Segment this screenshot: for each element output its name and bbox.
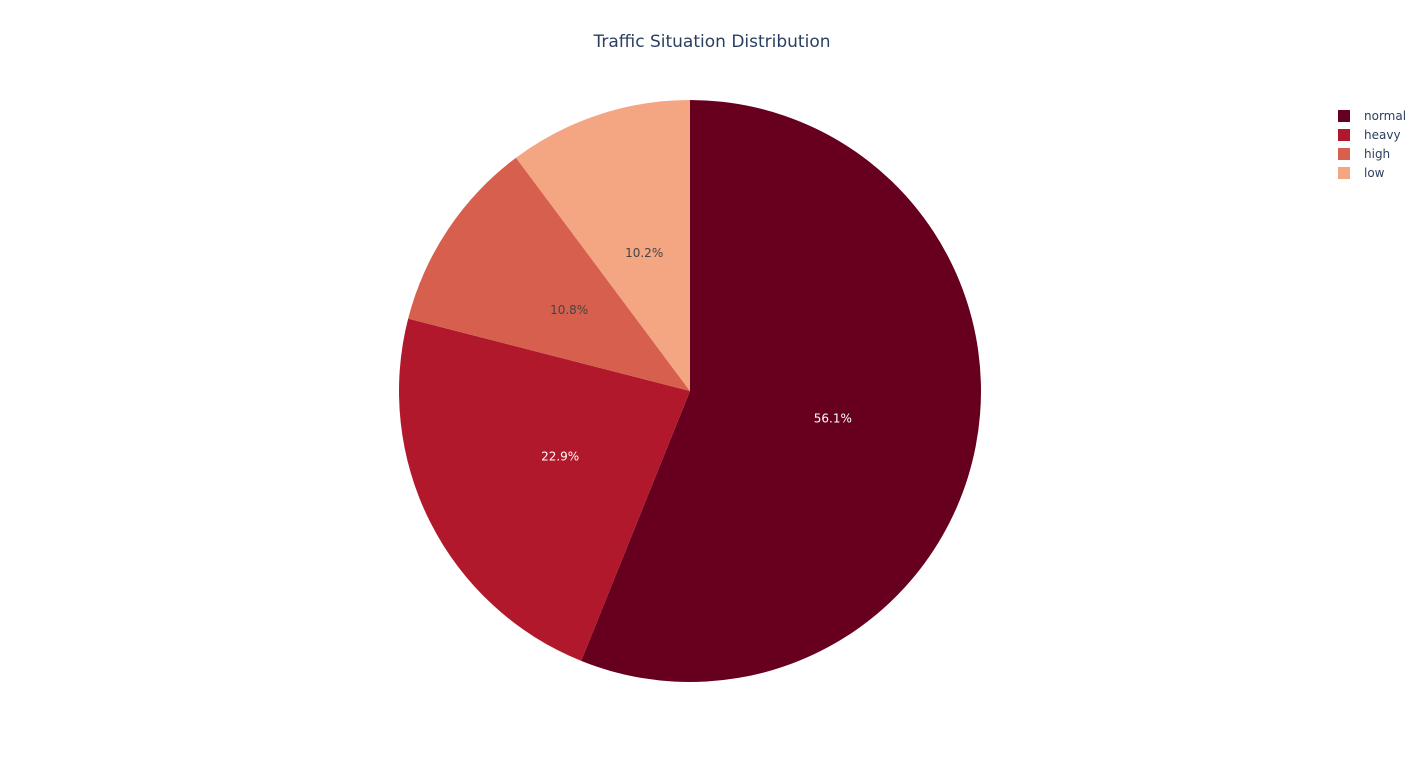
legend-label-normal: normal (1364, 108, 1407, 123)
legend-item-low[interactable]: low (1338, 163, 1406, 182)
legend-item-heavy[interactable]: heavy (1338, 125, 1406, 144)
pie-slice-low[interactable] (516, 100, 690, 391)
legend-swatch-low (1338, 166, 1350, 179)
legend-item-normal[interactable]: normal (1338, 106, 1406, 125)
legend: normal heavy high low (1338, 106, 1406, 182)
slice-label-high: 10.8% (550, 303, 588, 317)
legend-item-high[interactable]: high (1338, 144, 1406, 163)
legend-label-low: low (1364, 165, 1385, 180)
slice-label-normal: 56.1% (814, 412, 852, 426)
slice-label-heavy: 22.9% (541, 450, 579, 464)
slice-label-low: 10.2% (625, 246, 663, 260)
legend-swatch-heavy (1338, 128, 1350, 141)
pie-slice-high[interactable] (408, 157, 690, 391)
legend-swatch-normal (1338, 109, 1350, 122)
legend-label-heavy: heavy (1364, 127, 1401, 142)
legend-label-high: high (1364, 146, 1391, 161)
chart-title: Traffic Situation Distribution (593, 32, 831, 52)
legend-swatch-high (1338, 147, 1350, 160)
pie-slice-normal[interactable] (581, 100, 981, 682)
pie-slice-heavy[interactable] (398, 318, 690, 661)
